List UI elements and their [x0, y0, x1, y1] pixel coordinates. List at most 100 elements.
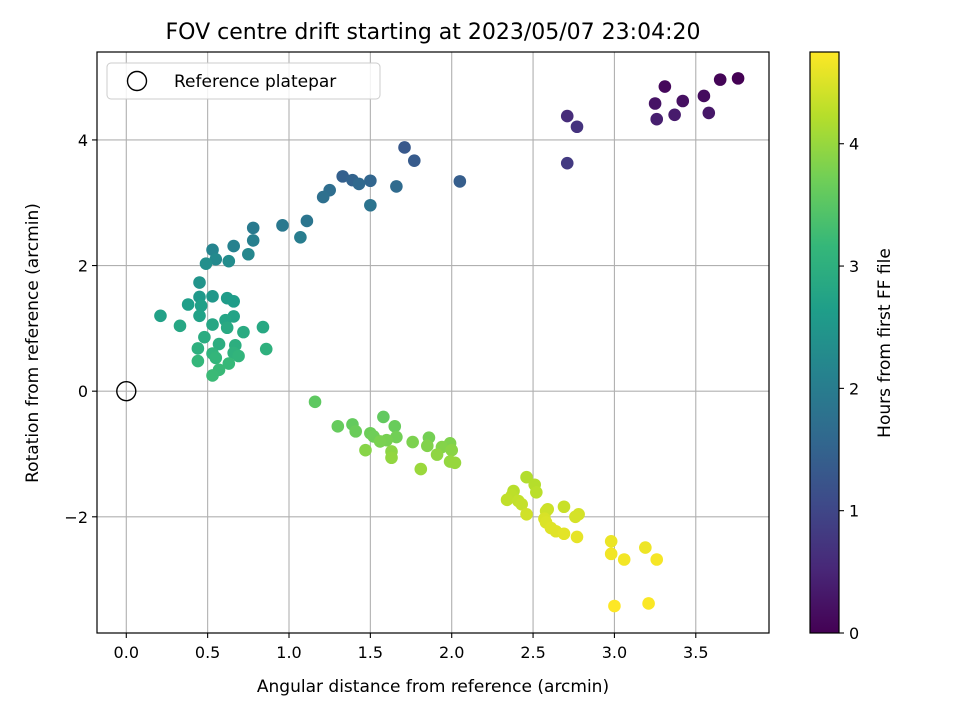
colorbar-tick-label: 3	[849, 257, 859, 276]
data-point	[154, 309, 167, 323]
data-point	[560, 156, 574, 170]
data-points	[116, 72, 745, 613]
data-point	[336, 170, 349, 183]
data-point	[193, 276, 206, 289]
data-point	[604, 547, 618, 561]
x-tick-label: 1.5	[358, 643, 383, 662]
data-point	[373, 435, 387, 448]
data-point	[232, 349, 245, 363]
data-point	[194, 299, 208, 313]
axes-frame	[96, 51, 770, 634]
data-point	[191, 342, 205, 355]
colorbar-tick-label: 0	[849, 624, 859, 643]
data-point	[206, 290, 219, 303]
plot-frame	[96, 51, 770, 634]
data-point	[193, 309, 206, 323]
data-point	[407, 154, 421, 167]
data-point	[173, 319, 187, 333]
x-tick-label: 3.5	[683, 643, 708, 662]
data-point	[276, 219, 289, 232]
data-point	[500, 493, 514, 507]
data-point	[604, 534, 618, 548]
x-axis-label: Angular distance from reference (arcmin)	[257, 677, 609, 697]
colorbar-tick-label: 1	[849, 502, 859, 521]
data-point	[520, 470, 533, 484]
data-point	[569, 510, 582, 524]
x-tick-label: 0.5	[195, 643, 220, 662]
x-tick-label: 3.0	[602, 643, 627, 662]
data-point	[414, 462, 428, 476]
data-point	[220, 321, 234, 335]
data-point	[570, 120, 584, 134]
data-point	[222, 357, 236, 370]
data-point	[398, 141, 411, 154]
x-tick-label: 2.5	[520, 643, 545, 662]
data-point	[246, 234, 260, 247]
reference-platepar-marker	[116, 380, 137, 402]
data-point	[731, 72, 745, 85]
data-point	[246, 221, 260, 235]
data-point	[648, 97, 662, 110]
data-point	[331, 420, 345, 433]
colorbar-gradient: 0 1 2 3 4	[809, 51, 859, 643]
data-point	[349, 425, 363, 438]
data-point	[668, 108, 681, 122]
data-point	[209, 351, 223, 365]
data-point	[676, 94, 690, 108]
y-tick-label: −2	[64, 508, 88, 527]
data-point	[300, 214, 314, 228]
data-point	[557, 500, 571, 514]
y-tick-label: 2	[78, 257, 88, 276]
legend-marker	[126, 70, 148, 92]
data-point	[642, 597, 655, 610]
data-point	[352, 177, 366, 191]
chart-title: FOV centre drift starting at 2023/05/07 …	[166, 20, 701, 45]
data-point	[515, 497, 528, 511]
x-tick-label: 2.0	[439, 643, 464, 662]
data-point	[364, 198, 377, 212]
y-tick-label: 4	[78, 131, 88, 150]
data-point	[237, 325, 250, 339]
data-point	[608, 599, 621, 613]
y-axis-label: Rotation from reference (arcmin)	[23, 203, 43, 483]
data-point	[191, 354, 205, 368]
data-point	[650, 112, 664, 126]
data-point	[390, 180, 403, 193]
data-point	[617, 553, 631, 566]
data-point	[560, 109, 574, 123]
data-point	[209, 252, 223, 266]
data-point	[658, 80, 672, 93]
data-point	[364, 174, 377, 188]
data-point	[212, 337, 226, 351]
data-point	[199, 257, 213, 270]
data-point	[430, 448, 444, 461]
grid-lines	[97, 52, 769, 633]
data-point	[256, 320, 270, 334]
data-point	[206, 318, 219, 331]
colorbar-label: Hours from first FF file	[875, 248, 895, 438]
data-point	[181, 298, 195, 311]
y-tick-label: 0	[78, 382, 88, 401]
legend-box	[106, 62, 381, 100]
data-point	[702, 106, 716, 120]
data-point	[570, 530, 584, 544]
data-point	[227, 239, 240, 253]
data-point	[294, 230, 307, 244]
colorbar-tick-label: 4	[849, 135, 859, 154]
data-point	[448, 456, 462, 470]
data-point	[198, 330, 211, 344]
data-point	[650, 553, 664, 566]
data-point	[385, 451, 398, 465]
data-point	[390, 430, 403, 444]
data-point	[242, 247, 255, 261]
data-point	[697, 89, 711, 103]
x-tick-label: 0.0	[114, 643, 139, 662]
data-point	[557, 527, 571, 541]
data-point	[316, 190, 330, 204]
legend: Reference platepar	[106, 62, 381, 100]
data-point	[713, 73, 727, 86]
data-point	[421, 439, 434, 453]
data-point	[359, 443, 372, 457]
data-point	[377, 410, 390, 424]
